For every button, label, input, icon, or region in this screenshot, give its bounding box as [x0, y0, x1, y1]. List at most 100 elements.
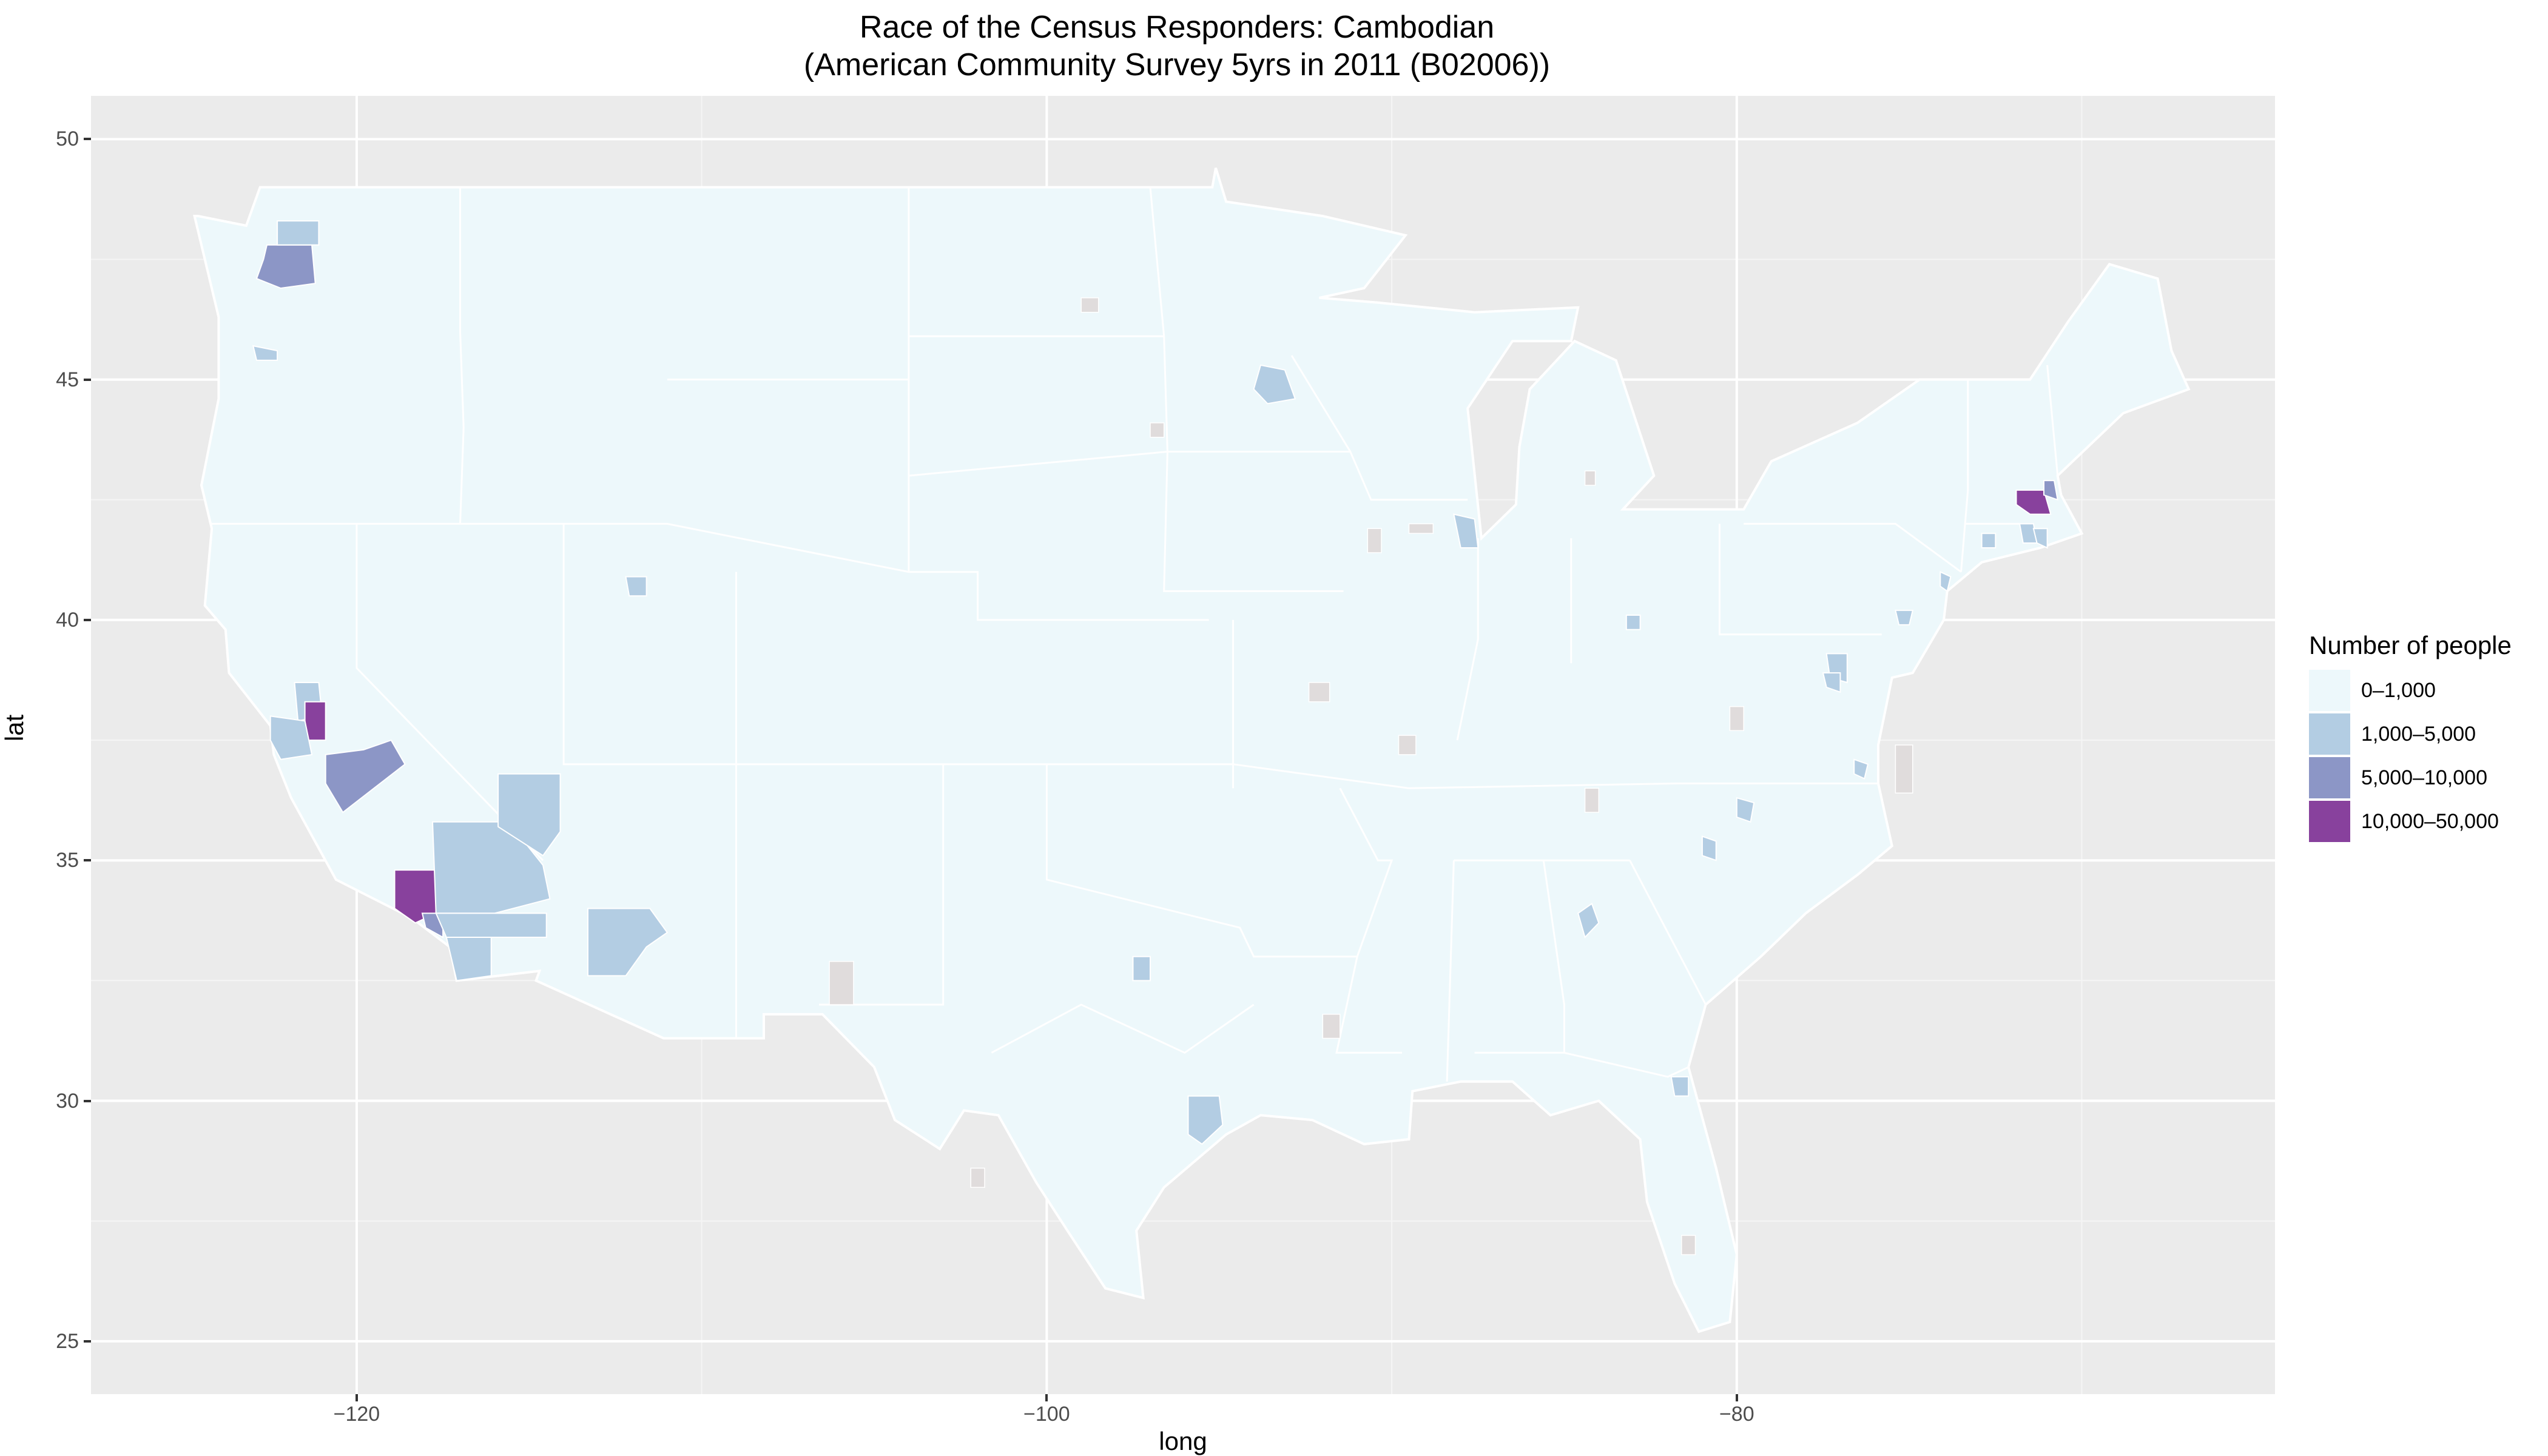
state-border — [1564, 1051, 1689, 1078]
na-region — [829, 960, 854, 1005]
state-border — [1045, 764, 1403, 1054]
state-border — [459, 187, 465, 524]
y-tick-mark — [84, 859, 91, 862]
county-region — [2032, 528, 2048, 549]
na-region — [1150, 422, 1165, 438]
legend-item: 0–1,000 — [2309, 669, 2512, 712]
y-axis-label: lat — [0, 714, 29, 742]
x-tick-mark — [1735, 1394, 1738, 1401]
legend-label: 1,000–5,000 — [2361, 722, 2476, 746]
map-svg — [91, 96, 2275, 1394]
county-region — [625, 576, 647, 597]
na-region — [1322, 1014, 1341, 1039]
legend-swatch — [2309, 801, 2350, 842]
state-border — [667, 187, 910, 381]
state-border — [2046, 365, 2059, 476]
county-region — [269, 715, 313, 760]
y-tick-label: 35 — [56, 849, 79, 872]
county-region — [1625, 615, 1641, 630]
county-region — [2015, 489, 2052, 515]
county-region — [277, 220, 320, 246]
legend-label: 0–1,000 — [2361, 678, 2436, 702]
na-region — [1398, 735, 1417, 755]
y-tick-mark — [84, 1099, 91, 1102]
legend-items: 0–1,000 1,000–5,000 5,000–10,000 10,000–50,… — [2309, 669, 2512, 843]
x-tick-label: −120 — [333, 1403, 380, 1426]
y-tick-mark — [84, 618, 91, 621]
legend-swatch — [2309, 713, 2350, 755]
county-region — [1736, 797, 1755, 823]
state-border — [356, 524, 544, 861]
state-border — [562, 524, 1878, 789]
x-axis-label-text: long — [1159, 1427, 1207, 1455]
state-border — [819, 764, 945, 1006]
na-region — [1584, 470, 1596, 486]
state-border — [908, 187, 1168, 477]
state-border — [1290, 355, 1468, 501]
county-region — [325, 739, 406, 814]
county-regions — [252, 220, 2058, 1255]
y-tick-label: 25 — [56, 1329, 79, 1353]
y-tick-mark — [84, 1340, 91, 1343]
legend-title: Number of people — [2309, 631, 2512, 659]
y-tick-label: 50 — [56, 127, 79, 151]
na-region — [1729, 706, 1744, 731]
state-border — [1744, 522, 1962, 573]
chart-title-line1: Race of the Census Responders: Cambodian — [859, 10, 1495, 45]
y-tick-mark — [84, 138, 91, 141]
y-tick-label: 40 — [56, 608, 79, 632]
na-region — [1080, 297, 1099, 313]
legend-item: 5,000–10,000 — [2309, 756, 2512, 800]
y-tick-mark — [84, 378, 91, 381]
na-region — [1408, 523, 1434, 534]
county-region — [2043, 480, 2058, 501]
state-border — [1718, 524, 1882, 636]
county-region — [1670, 1076, 1690, 1097]
state-border — [1446, 860, 1455, 1082]
na-region — [1584, 787, 1600, 813]
county-region — [255, 244, 316, 289]
county-region — [252, 345, 278, 361]
county-region — [445, 937, 492, 982]
county-region — [1132, 956, 1151, 982]
state-border — [212, 522, 1209, 621]
state-border — [1163, 451, 1350, 592]
county-region — [1187, 1095, 1224, 1145]
us-land — [193, 167, 2191, 1333]
x-tick-mark — [1045, 1394, 1048, 1401]
chart-title: Race of the Census Responders: Cambodian… — [0, 8, 2354, 84]
y-tick-label: 45 — [56, 368, 79, 391]
state-border — [1474, 860, 1565, 1054]
state-border — [1960, 379, 1969, 572]
county-region — [1253, 364, 1296, 405]
state-border — [1456, 538, 1479, 741]
county-region — [1453, 513, 1479, 548]
legend-label: 5,000–10,000 — [2361, 766, 2487, 789]
plot-panel — [91, 96, 2275, 1394]
legend-swatch — [2309, 670, 2350, 711]
county-region — [435, 912, 547, 938]
x-tick-label: −100 — [1023, 1403, 1070, 1426]
x-tick-label: −80 — [1719, 1403, 1754, 1426]
na-region — [1681, 1235, 1696, 1255]
na-region — [1895, 744, 1913, 794]
na-region — [1308, 682, 1330, 703]
county-region — [1853, 758, 1869, 780]
y-tick-label: 30 — [56, 1089, 79, 1113]
county-region — [1822, 672, 1841, 693]
state-border — [991, 1003, 1255, 1054]
na-region — [1367, 528, 1382, 553]
state-border — [1339, 787, 1394, 957]
county-region — [1940, 571, 1952, 593]
county-region — [1981, 533, 1997, 548]
chart-title-line2: (American Community Survey 5yrs in 2011 … — [803, 47, 1551, 83]
state-border — [1629, 860, 1707, 1005]
county-region — [497, 773, 561, 857]
county-region — [1895, 610, 1914, 625]
legend: Number of people 0–1,000 1,000–5,000 5,000… — [2309, 631, 2512, 843]
county-region — [1701, 835, 1717, 861]
x-tick-mark — [355, 1394, 358, 1401]
us-outline — [193, 167, 2191, 1333]
na-region — [970, 1167, 985, 1188]
legend-swatch — [2309, 757, 2350, 798]
